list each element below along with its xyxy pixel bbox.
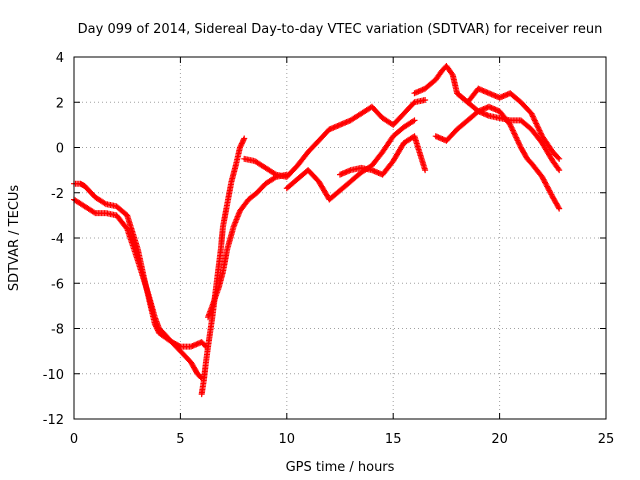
y-tick-label: 2: [56, 96, 64, 111]
y-tick-label: -8: [51, 323, 64, 338]
data-point: [240, 136, 247, 143]
x-tick-label: 10: [279, 432, 296, 447]
data-point: [241, 135, 248, 142]
data-point: [555, 165, 562, 172]
series-lower-band: [337, 133, 429, 178]
y-tick-label: -12: [43, 413, 64, 428]
data-point: [556, 167, 563, 174]
series-steep-recovery: [198, 135, 248, 398]
series-lower-descending-arc: [71, 196, 205, 382]
data-point: [555, 154, 562, 161]
data-point: [555, 204, 562, 211]
y-tick-label: -2: [51, 187, 64, 202]
x-tick-label: 15: [385, 432, 402, 447]
axis-ticks: 0 5 10 15 20 25 -12 -10 -8 -6 -4 -2 0 2 4: [43, 51, 615, 447]
data-point: [90, 209, 97, 216]
series-mid-band-B: [283, 117, 418, 203]
x-tick-label: 25: [598, 432, 615, 447]
series-mid-band-A: [241, 96, 429, 180]
data-point: [448, 70, 455, 77]
data-point: [101, 200, 108, 207]
y-tick-label: -10: [43, 368, 64, 383]
x-tick-label: 0: [70, 432, 78, 447]
x-tick-label: 5: [176, 432, 184, 447]
data-point: [410, 118, 417, 125]
chart-title: Day 099 of 2014, Sidereal Day-to-day VTE…: [78, 22, 603, 37]
y-tick-label: -4: [51, 232, 64, 247]
data-markers: [71, 63, 563, 398]
y-tick-label: -6: [51, 277, 64, 292]
y-tick-label: 0: [56, 142, 64, 157]
series-secondary-recovery: [205, 171, 290, 321]
series-right-middle-arc: [454, 90, 563, 174]
grid: [74, 57, 606, 419]
data-point: [411, 117, 418, 124]
data-point: [556, 155, 563, 162]
series-right-lower-arc: [432, 103, 563, 212]
plot-frame: [73, 56, 607, 420]
x-tick-label: 20: [491, 432, 508, 447]
data-point: [556, 205, 563, 212]
data-point: [422, 167, 429, 174]
y-tick-label: 4: [56, 51, 64, 66]
y-axis-label: SDTVAR / TECUs: [7, 185, 22, 292]
data-point: [422, 96, 429, 103]
x-axis-label: GPS time / hours: [286, 460, 395, 475]
data-point: [271, 170, 278, 177]
